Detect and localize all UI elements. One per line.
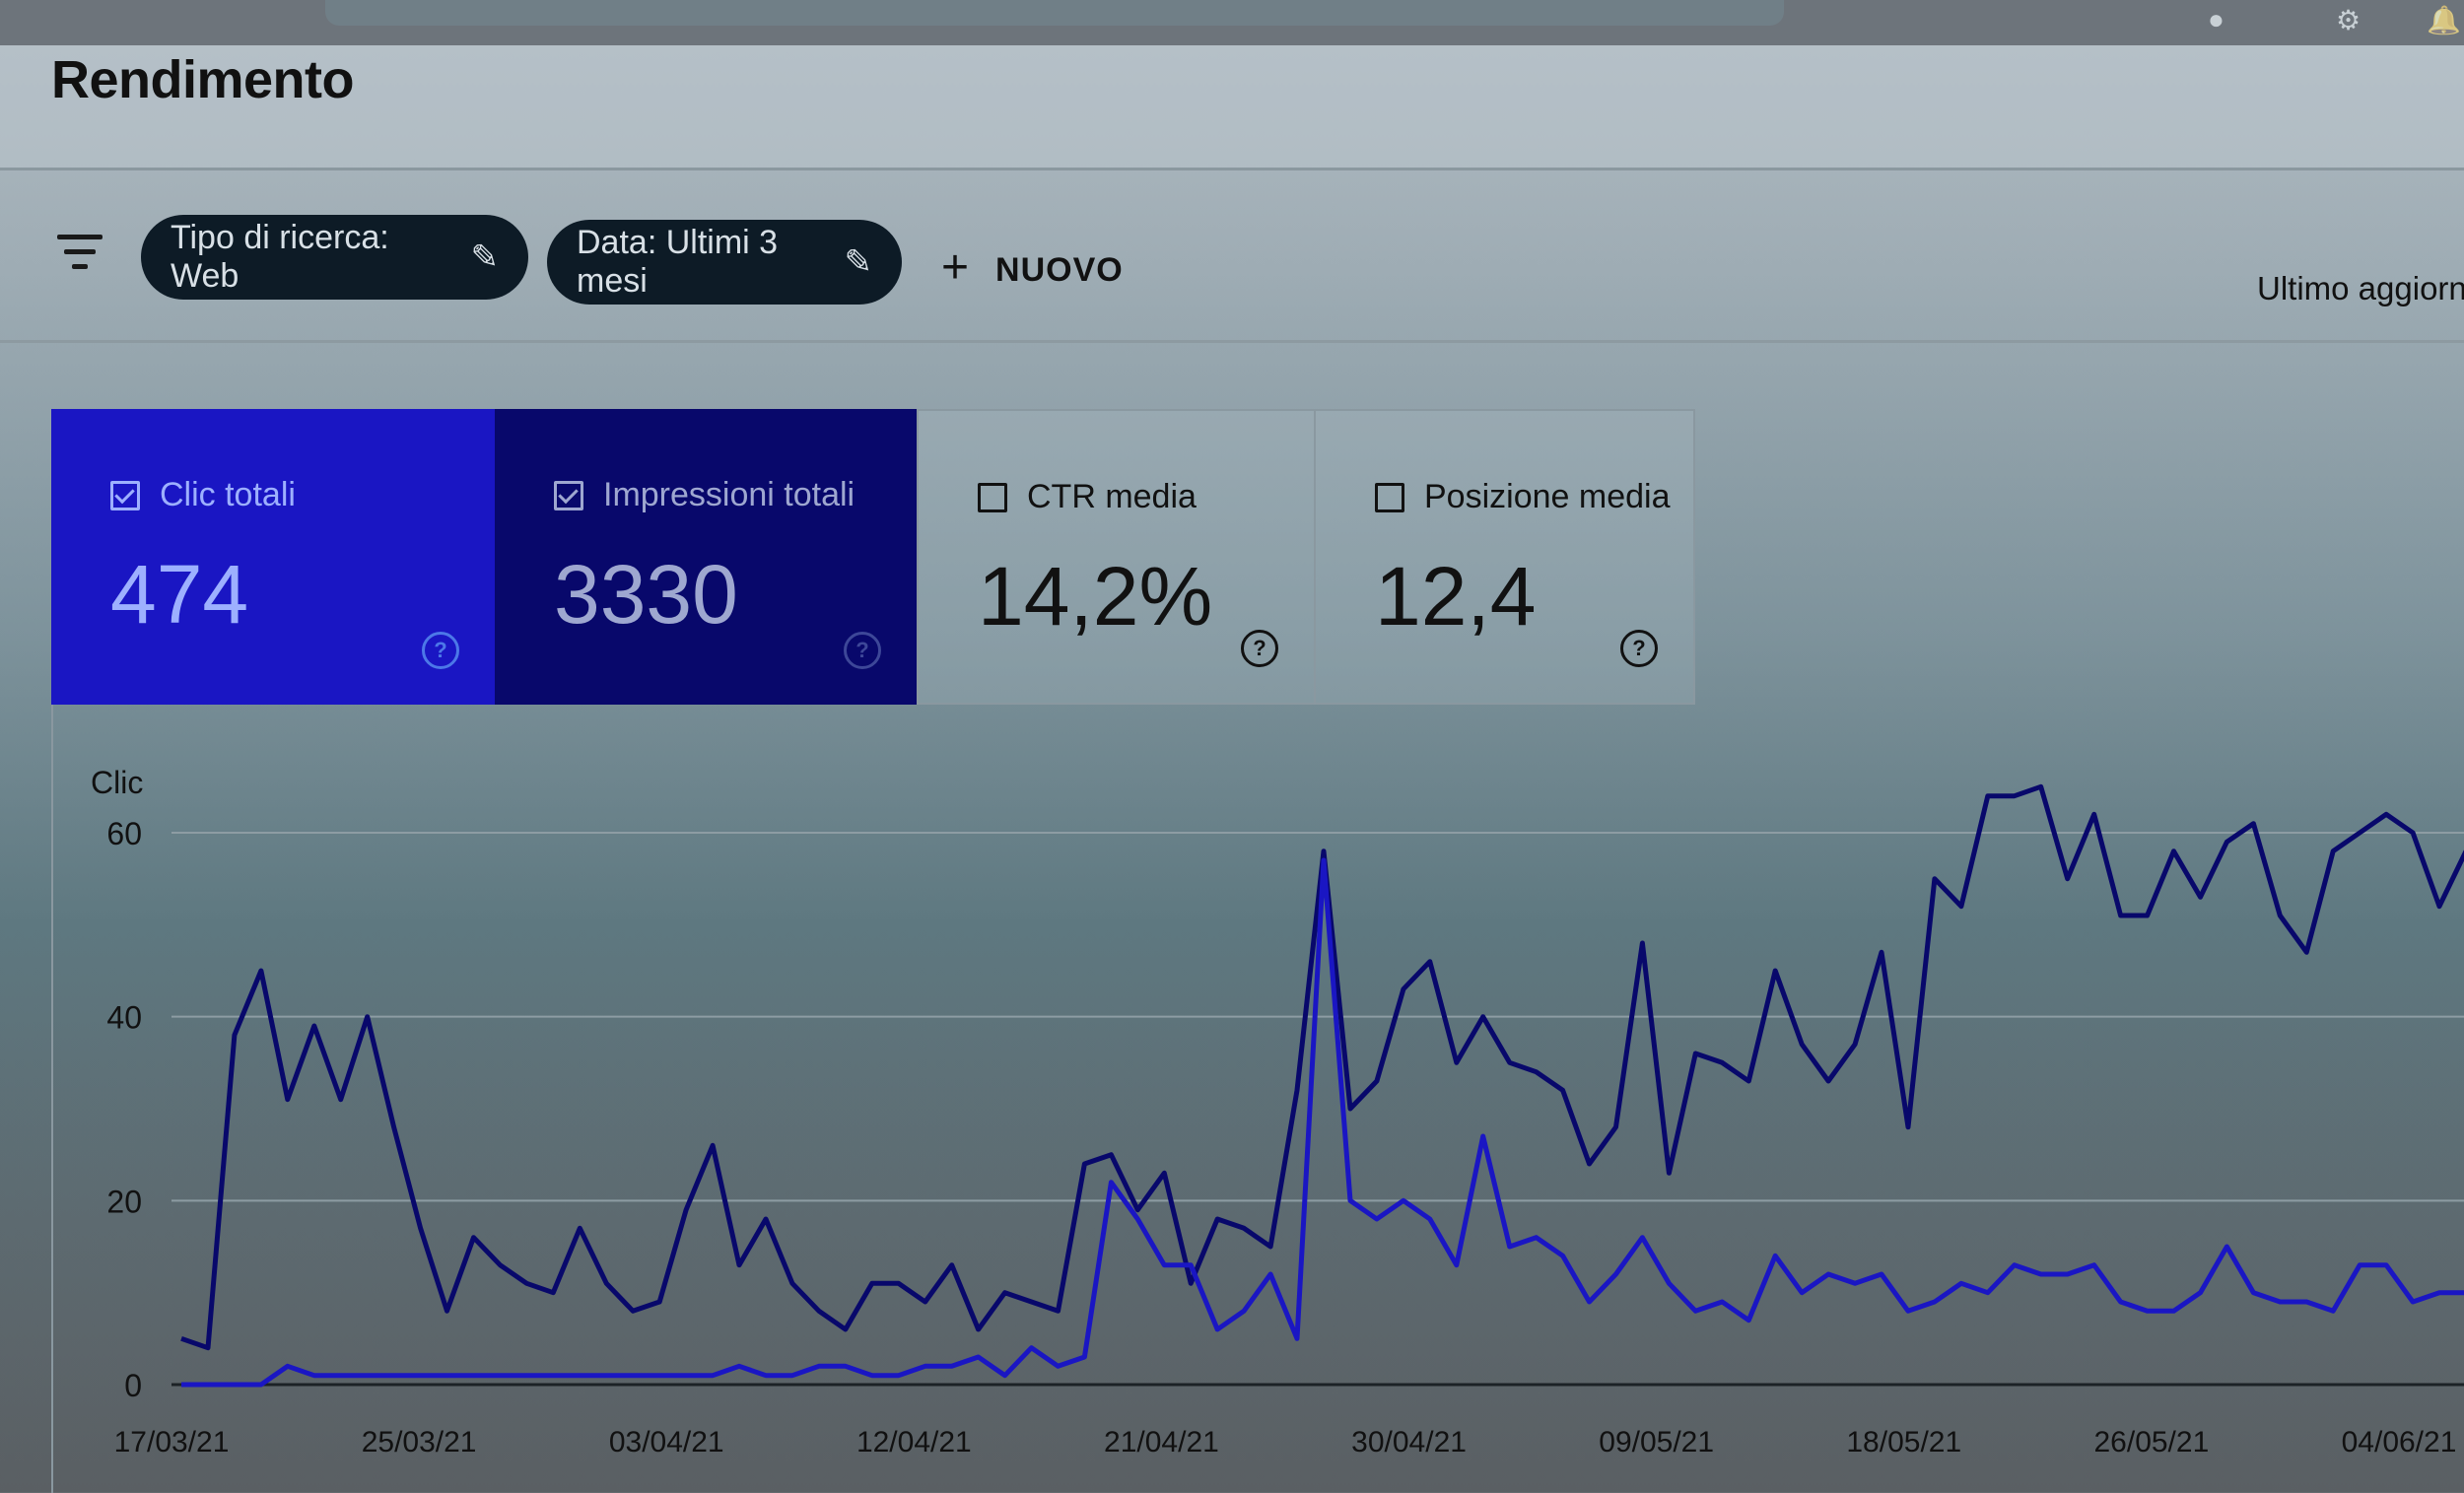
edit-icon: ✎: [844, 243, 873, 281]
checkbox-unchecked-icon[interactable]: [978, 482, 1007, 512]
y-axis-label: Clic: [91, 765, 143, 800]
page-header: Rendimento: [0, 0, 2464, 170]
checkbox-unchecked-icon[interactable]: [1375, 482, 1404, 512]
help-icon[interactable]: ?: [1620, 630, 1658, 667]
x-tick-label: 21/04/21: [1104, 1426, 1219, 1459]
new-filter-button[interactable]: + NUOVO: [941, 241, 1124, 295]
help-icon[interactable]: ?: [422, 632, 459, 669]
metric-card-average-ctr[interactable]: CTR media 14,2% ?: [917, 409, 1316, 705]
checkbox-checked-icon[interactable]: [554, 480, 583, 510]
performance-line-chart: 0 20 40 60 Clic 17/03/21 25/03/21 03/04/21 12/04…: [91, 765, 2464, 1459]
metric-label: CTR media: [1027, 478, 1197, 515]
toolbar-divider: [0, 340, 2464, 343]
metric-label-row: Posizione media: [1375, 478, 1670, 516]
last-update-text: Ultimo aggiornam: [2257, 270, 2464, 306]
help-icon[interactable]: ?: [1241, 630, 1278, 667]
filter-icon[interactable]: [57, 235, 103, 274]
metric-card-total-impressions[interactable]: Impressioni totali 3330 ?: [495, 409, 917, 705]
y-tick-label: 60: [106, 816, 142, 851]
chip-label: Data: Ultimi 3 mesi: [577, 224, 779, 300]
metric-label-row: CTR media: [978, 478, 1197, 516]
x-tick-label: 30/04/21: [1351, 1426, 1467, 1459]
y-tick-label: 20: [106, 1184, 142, 1219]
x-tick-label: 18/05/21: [1846, 1426, 1961, 1459]
x-tick-label: 12/04/21: [856, 1426, 972, 1459]
checkbox-checked-icon[interactable]: [110, 480, 140, 510]
clicks-series-line: [181, 857, 2464, 1388]
x-tick-label: 17/03/21: [114, 1426, 230, 1459]
metric-value: 3330: [554, 548, 738, 641]
x-tick-label: 25/03/21: [362, 1426, 477, 1459]
performance-chart-panel: 0 20 40 60 Clic 17/03/21 25/03/21 03/04/21 12/04…: [51, 705, 2464, 1493]
edit-icon: ✎: [470, 238, 500, 276]
x-tick-label: 04/06/21: [2342, 1426, 2457, 1459]
plus-icon: +: [941, 241, 971, 294]
x-tick-label: 09/05/21: [1599, 1426, 1714, 1459]
search-type-filter-chip[interactable]: Tipo di ricerca: Web ✎: [141, 215, 528, 300]
metric-card-total-clicks[interactable]: Clic totali 474 ?: [51, 409, 495, 705]
page-title: Rendimento: [51, 50, 355, 109]
metric-card-average-position[interactable]: Posizione media 12,4 ?: [1316, 409, 1695, 705]
metric-label-row: Clic totali: [110, 476, 296, 514]
metric-label-row: Impressioni totali: [554, 476, 855, 514]
metric-label: Impressioni totali: [603, 476, 856, 513]
x-tick-label: 26/05/21: [2093, 1426, 2209, 1459]
x-tick-label: 03/04/21: [609, 1426, 724, 1459]
y-tick-label: 0: [124, 1368, 142, 1403]
impressions-series-line: [180, 783, 2464, 1351]
y-tick-label: 40: [106, 1000, 142, 1036]
help-icon[interactable]: ?: [844, 632, 881, 669]
metric-label: Clic totali: [160, 476, 296, 513]
metric-value: 474: [110, 548, 249, 641]
metric-value: 12,4: [1375, 550, 1537, 643]
metric-label: Posizione media: [1424, 478, 1671, 515]
new-filter-label: NUOVO: [995, 251, 1124, 289]
metric-value: 14,2%: [978, 550, 1213, 643]
date-filter-chip[interactable]: Data: Ultimi 3 mesi ✎: [547, 220, 902, 305]
chip-label: Tipo di ricerca: Web: [171, 219, 389, 295]
